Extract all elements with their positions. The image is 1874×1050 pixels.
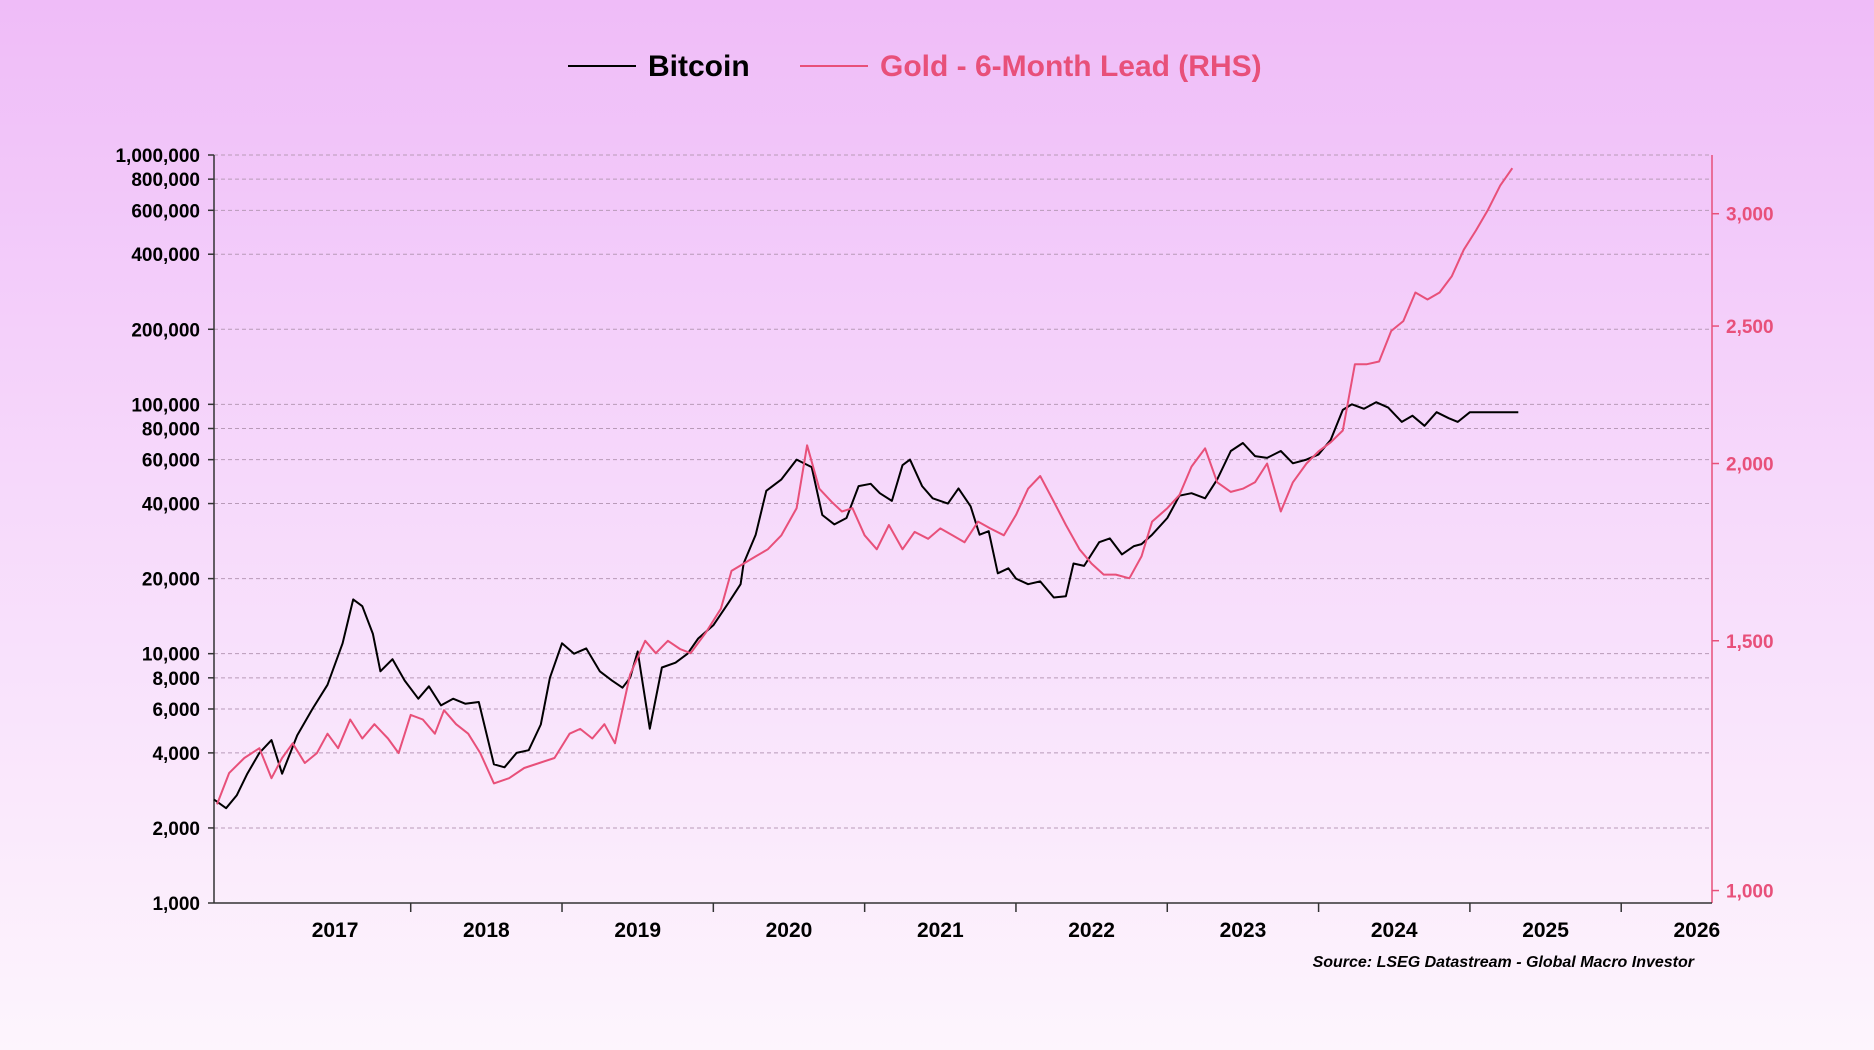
left-axis-ticks: 1,000 2,000 4,000 6,000 8,000 10,000 20,000 40,… <box>115 146 214 915</box>
x-tick-label: 2017 <box>312 919 359 942</box>
gridlines <box>214 154 1712 829</box>
right-tick-label: 2,000 <box>1726 455 1774 476</box>
right-tick-label: 3,000 <box>1726 205 1774 226</box>
left-tick-label: 2,000 <box>152 819 200 840</box>
left-tick-label: 40,000 <box>142 495 200 516</box>
left-tick-label: 20,000 <box>142 570 200 591</box>
x-tick-label: 2020 <box>766 919 813 942</box>
axes <box>213 155 1713 904</box>
left-tick-label: 100,000 <box>131 395 200 416</box>
left-tick-label: 8,000 <box>152 669 200 690</box>
x-tick-label: 2025 <box>1522 919 1569 942</box>
left-tick-label: 60,000 <box>142 451 200 472</box>
left-tick-label: 10,000 <box>142 645 200 666</box>
left-tick-label: 400,000 <box>131 245 200 266</box>
legend-label-bitcoin: Bitcoin <box>648 50 750 83</box>
x-tick-label: 2022 <box>1068 919 1115 942</box>
series-line-gold <box>216 167 1514 805</box>
right-tick-label: 1,500 <box>1726 632 1774 653</box>
left-tick-label: 800,000 <box>131 170 200 191</box>
source-note: Source: LSEG Datastream - Global Macro I… <box>1313 954 1695 971</box>
x-axis-ticks: 2017 2018 2019 2020 2021 2022 2023 2024 2025 2026 <box>312 903 1721 942</box>
left-tick-label: 200,000 <box>131 320 200 341</box>
x-tick-label: 2021 <box>917 919 964 942</box>
legend-label-gold: Gold - 6-Month Lead (RHS) <box>880 50 1262 83</box>
legend: Bitcoin Gold - 6-Month Lead (RHS) <box>568 50 1262 83</box>
left-tick-label: 4,000 <box>152 744 200 765</box>
left-tick-label: 600,000 <box>131 201 200 222</box>
x-tick-label: 2018 <box>463 919 510 942</box>
x-tick-label: 2024 <box>1371 919 1418 942</box>
left-tick-label: 1,000 <box>152 894 200 915</box>
left-tick-label: 1,000,000 <box>115 146 200 167</box>
x-tick-label: 2023 <box>1220 919 1267 942</box>
left-tick-label: 6,000 <box>152 700 200 721</box>
left-tick-label: 80,000 <box>142 419 200 440</box>
x-tick-label: 2026 <box>1674 919 1721 942</box>
x-tick-label: 2019 <box>614 919 661 942</box>
series <box>213 167 1519 810</box>
series-line-bitcoin <box>213 401 1519 810</box>
right-axis-ticks: 1,000 1,500 2,000 2,500 3,000 <box>1712 205 1774 903</box>
right-tick-label: 1,000 <box>1726 882 1774 903</box>
right-tick-label: 2,500 <box>1726 317 1774 338</box>
